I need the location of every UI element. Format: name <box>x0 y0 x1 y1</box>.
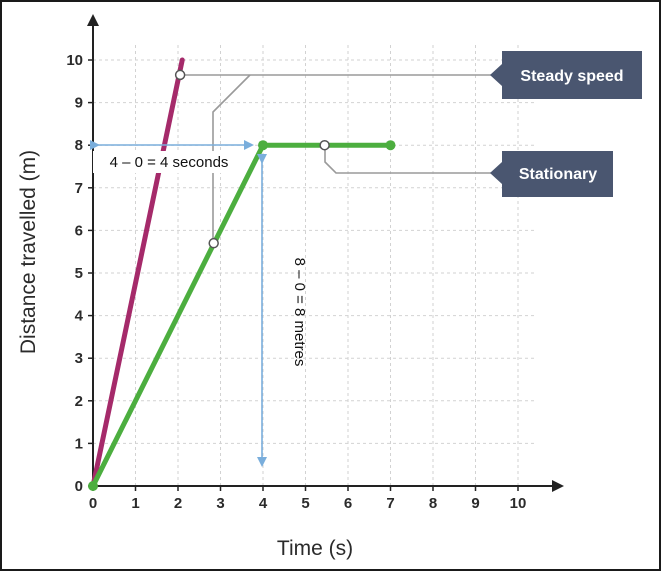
stationary-connector <box>324 147 502 174</box>
y-tick-label: 9 <box>75 95 83 112</box>
y-tick-label: 0 <box>75 478 83 495</box>
y-axis-label: Distance travelled (m) <box>17 150 40 354</box>
x-tick-label: 9 <box>471 495 479 512</box>
stationary-marker <box>319 139 330 151</box>
purple-series-line <box>90 57 185 489</box>
callout-connectors <box>179 74 502 245</box>
y-tick-label: 1 <box>75 435 83 452</box>
grid-lines <box>93 42 535 486</box>
x-tick-label: 1 <box>131 495 139 512</box>
x-axis-label: Time (s) <box>277 537 353 560</box>
steady-speed-label: Steady speed <box>520 68 623 85</box>
y-tick-label: 3 <box>75 350 83 367</box>
purple-line-marker <box>174 69 186 81</box>
tick-labels: 0 1 2 3 4 5 6 7 8 9 10 0 1 2 3 4 5 6 7 8 9 10 <box>66 52 526 512</box>
steady-speed-callout-box <box>490 51 642 99</box>
steady-speed-callout: Steady speed <box>490 51 642 99</box>
time-label-box <box>93 151 245 173</box>
green-slope-marker <box>208 237 219 249</box>
x-tick-label: 6 <box>344 495 352 512</box>
x-tick-label: 10 <box>510 495 527 512</box>
y-tick-label: 6 <box>75 222 83 239</box>
distance-difference-label: 8 – 0 = 8 metres <box>291 258 308 367</box>
stationary-callout-box <box>490 151 613 197</box>
y-tick-label: 7 <box>75 180 83 197</box>
y-tick-label: 4 <box>75 308 84 325</box>
x-tick-label: 2 <box>174 495 182 512</box>
y-tick-label: 8 <box>75 137 83 154</box>
stationary-callout: Stationary <box>490 151 613 197</box>
point-markers <box>88 69 396 491</box>
x-tick-label: 0 <box>89 495 97 512</box>
axes <box>87 14 564 492</box>
x-tick-label: 3 <box>216 495 224 512</box>
x-tick-label: 7 <box>386 495 394 512</box>
y-tick-label: 5 <box>75 265 83 282</box>
x-tick-label: 5 <box>301 495 309 512</box>
time-difference-label: 4 – 0 = 4 seconds <box>110 154 229 171</box>
steady-speed-connector-lower <box>212 74 251 245</box>
y-tick-label: 10 <box>66 52 83 69</box>
green-point-start-stationary <box>258 140 268 151</box>
annotation-arrows <box>90 140 267 467</box>
green-point-end <box>385 140 396 151</box>
y-tick-label: 2 <box>75 393 83 410</box>
stationary-label: Stationary <box>519 166 597 183</box>
origin-point <box>88 481 98 491</box>
x-tick-label: 8 <box>429 495 437 512</box>
x-tick-label: 4 <box>259 495 268 512</box>
